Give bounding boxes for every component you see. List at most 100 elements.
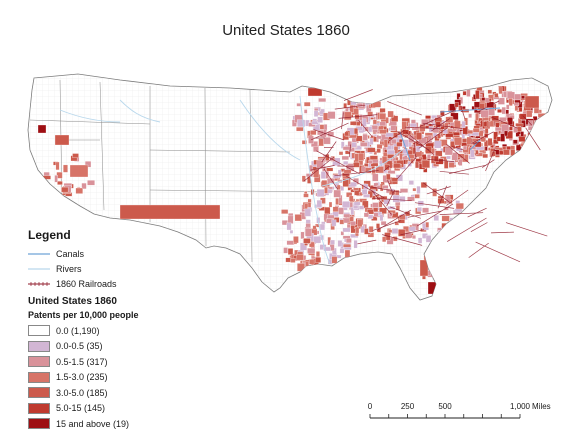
county-shape [512, 139, 518, 144]
county-shape [386, 149, 395, 155]
county-shape [445, 133, 454, 138]
county-shape [341, 155, 349, 161]
county-shape [533, 107, 540, 114]
county-shape [363, 194, 370, 198]
railroad-segment [334, 104, 366, 110]
county-shape [506, 104, 510, 110]
railroad-segment [470, 222, 488, 233]
scale-tick-label: 500 [438, 402, 452, 411]
county-shape [398, 229, 406, 237]
county-shape [452, 131, 460, 136]
county-shape [454, 102, 459, 108]
county-shape [360, 142, 368, 147]
county-shape [297, 263, 305, 272]
county-shape [357, 219, 363, 228]
county-shape [57, 181, 63, 185]
county-shape [396, 141, 403, 147]
railroad-segment [343, 89, 373, 101]
legend-class-label: 5.0-15 (145) [56, 403, 106, 414]
county-shape [383, 126, 387, 130]
railroad-segment [397, 131, 430, 151]
legend-field: Patents per 10,000 people [28, 310, 139, 320]
county-shape [408, 135, 415, 143]
county-shape [425, 115, 431, 120]
county-shape [436, 277, 445, 282]
county-shape [418, 137, 427, 144]
county-shape [285, 257, 291, 263]
railroad-segment [389, 206, 421, 219]
railroad-segment [311, 122, 349, 141]
railroad-segment [472, 142, 481, 145]
county-shape [343, 213, 351, 218]
county-shape [331, 256, 338, 264]
county-shape [344, 249, 351, 258]
county-shape [356, 103, 363, 107]
county-shape [312, 225, 317, 230]
county-shape [445, 116, 454, 123]
county-shape [401, 121, 407, 130]
county-shape [487, 138, 493, 146]
county-shape [300, 231, 305, 240]
county-shape [286, 222, 292, 231]
legend-class-swatch [28, 356, 50, 368]
county-shape [416, 185, 421, 194]
county-shape [475, 149, 479, 155]
county-shape [444, 147, 453, 156]
county-shape [487, 108, 495, 116]
legend-class-swatch [28, 371, 50, 383]
county-shape [425, 221, 430, 228]
county-shape [324, 206, 331, 215]
county-shape [55, 161, 60, 171]
county-shape [366, 91, 374, 98]
railroad-segment [418, 127, 448, 149]
county-shape [407, 196, 415, 202]
county-shape [315, 251, 320, 257]
county-shape [327, 214, 335, 219]
county-shape [54, 175, 58, 183]
county-shape [340, 141, 345, 149]
railroad-segment [426, 186, 451, 195]
county-shape [360, 95, 369, 101]
county-shape [391, 228, 399, 234]
county-shape [394, 221, 399, 226]
county-shape [524, 141, 533, 147]
county-shape [484, 128, 489, 134]
scale-unit: Miles [532, 402, 551, 411]
county-shape [417, 207, 422, 212]
county-shape [433, 266, 439, 274]
railroad-segment [383, 165, 390, 172]
county-shape [526, 110, 533, 118]
legend-class-2: 0.5-1.5 (317) [28, 354, 258, 370]
railroad-segment [431, 118, 450, 132]
county-shape [353, 162, 360, 168]
county-shape [367, 111, 373, 117]
county-shape [510, 149, 516, 156]
county-shape [498, 86, 503, 95]
county-shape [421, 160, 430, 169]
county-shape [399, 196, 406, 202]
county-shape [415, 132, 422, 140]
county-shape [327, 111, 336, 120]
legend: Legend Canals Rivers 1860 Railroads United… [28, 228, 258, 432]
county-shape [410, 158, 414, 164]
county-shape [372, 173, 379, 182]
county-shape [316, 160, 324, 169]
county-shape [497, 97, 505, 105]
county-shape [387, 170, 396, 174]
county-shape [514, 93, 521, 101]
county-shape [323, 137, 331, 145]
county-shape [303, 193, 309, 198]
county-shape [319, 108, 325, 115]
county-shape [61, 186, 69, 193]
county-shape [521, 95, 525, 99]
county-shape [447, 225, 455, 233]
county-shape [330, 239, 335, 245]
county-shape [72, 153, 79, 158]
county-shape [501, 106, 506, 115]
legend-line-label: Canals [56, 248, 85, 259]
county-shape [395, 205, 400, 211]
county-shape [441, 222, 449, 229]
county-shape [456, 93, 461, 100]
county-shape [304, 208, 311, 217]
county-shape [387, 110, 394, 118]
